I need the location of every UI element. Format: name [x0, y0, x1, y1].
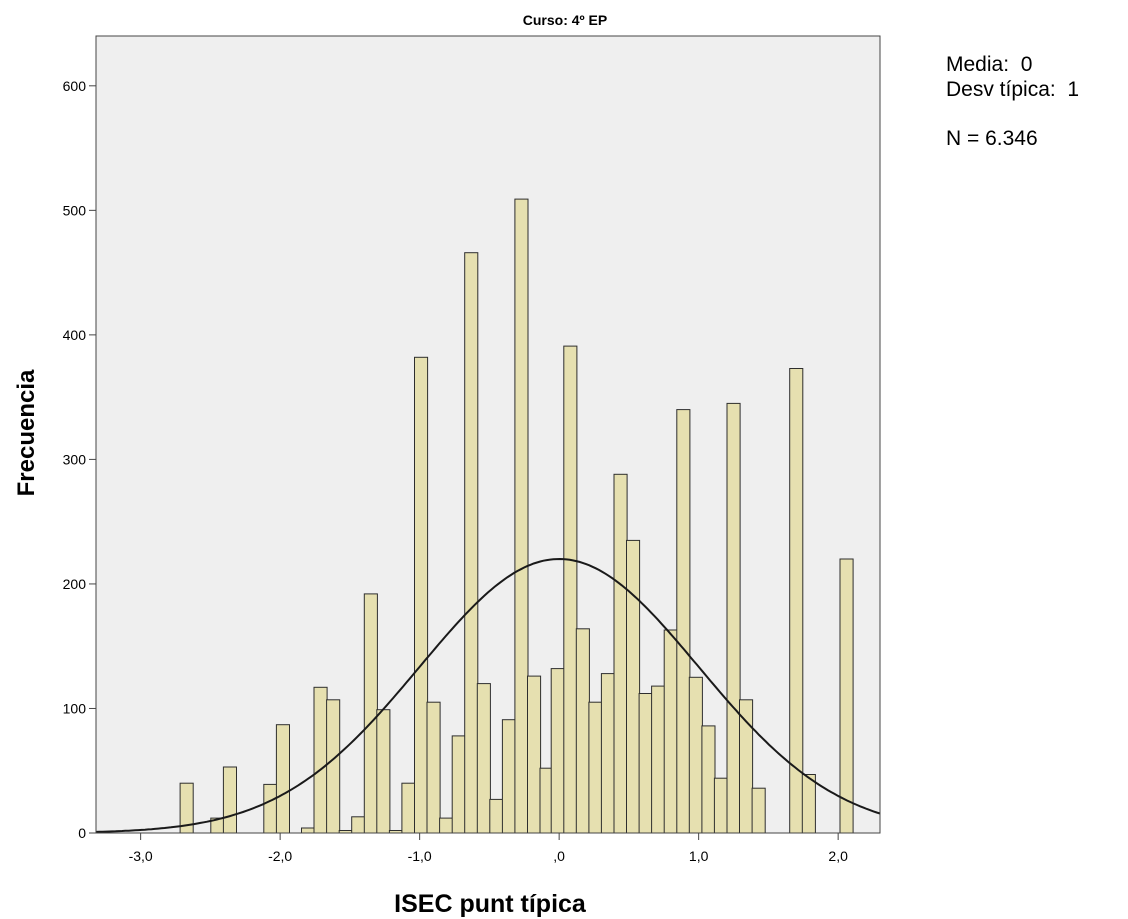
- histogram-bar: [801, 774, 816, 834]
- y-tick-label: 300: [63, 451, 87, 467]
- histogram-bar: [464, 252, 479, 834]
- histogram-bar: [439, 817, 454, 834]
- n-stat: N = 6.346: [946, 127, 1038, 150]
- x-tick-label: ,0: [553, 848, 565, 864]
- y-tick-label: 600: [63, 78, 87, 94]
- histogram-bar: [476, 683, 491, 834]
- histogram-bar: [663, 629, 678, 834]
- x-tick-label: -2,0: [268, 848, 292, 864]
- y-tick-label: 100: [63, 700, 87, 716]
- y-axis: 0 100 200 300 400 500 600: [63, 78, 96, 841]
- x-tick-label: 1,0: [689, 848, 709, 864]
- x-axis-label: ISEC punt típica: [394, 890, 587, 918]
- y-tick-label: 400: [63, 327, 87, 343]
- histogram-bar: [501, 719, 516, 834]
- x-tick-label: 2,0: [828, 848, 848, 864]
- histogram-bar: [263, 783, 278, 834]
- histogram-bar: [839, 558, 854, 834]
- y-tick-label: 200: [63, 576, 87, 592]
- histogram-bar: [751, 787, 766, 834]
- histogram-bar: [527, 675, 542, 834]
- y-tick-label: 500: [63, 202, 87, 218]
- histogram-bar: [789, 368, 804, 834]
- histogram-bar: [651, 685, 666, 834]
- histogram-bar: [426, 701, 441, 834]
- histogram-bar: [514, 198, 529, 834]
- histogram-bar: [222, 766, 237, 834]
- y-tick-label: 0: [78, 825, 86, 841]
- chart-title: Curso: 4º EP: [523, 12, 607, 28]
- histogram-bar: [363, 593, 378, 834]
- histogram-bar: [326, 699, 341, 834]
- bars-group: [179, 198, 854, 834]
- y-axis-label: Frecuencia: [13, 369, 40, 496]
- x-tick-label: -1,0: [408, 848, 432, 864]
- histogram-bar: [588, 701, 603, 834]
- histogram-bar: [688, 676, 703, 834]
- histogram-bar: [313, 686, 328, 834]
- mean-stat: Media: 0: [946, 53, 1033, 76]
- x-axis: -3,0 -2,0 -1,0 ,0 1,0 2,0: [129, 833, 848, 864]
- normal-curve: [95, 557, 881, 833]
- stats-panel: Media: 0 Desv típica: 1 N = 6.346: [946, 52, 1079, 151]
- histogram-bar: [563, 345, 578, 834]
- histogram-bar: [676, 409, 691, 834]
- x-tick-label: -3,0: [129, 848, 153, 864]
- histogram-bar: [451, 735, 466, 834]
- histogram-bar: [351, 816, 366, 834]
- sd-stat: Desv típica: 1: [946, 78, 1080, 101]
- histogram-bar: [713, 777, 729, 834]
- histogram-bar: [275, 724, 290, 834]
- histogram-bar: [414, 356, 429, 834]
- histogram-bar: [638, 693, 653, 834]
- histogram-bar: [489, 798, 504, 834]
- histogram-bar: [301, 827, 316, 834]
- plot-frame: [95, 35, 881, 834]
- histogram-bar: [401, 782, 416, 834]
- histogram-bar: [376, 709, 391, 834]
- histogram-bar: [575, 628, 590, 834]
- histogram-bar: [726, 402, 741, 834]
- histogram-bar: [550, 668, 565, 834]
- histogram-bar: [701, 725, 716, 834]
- histogram-bar: [600, 673, 616, 834]
- histogram-bar: [739, 699, 754, 834]
- histogram-bar: [613, 473, 628, 834]
- histogram-bar: [626, 539, 641, 834]
